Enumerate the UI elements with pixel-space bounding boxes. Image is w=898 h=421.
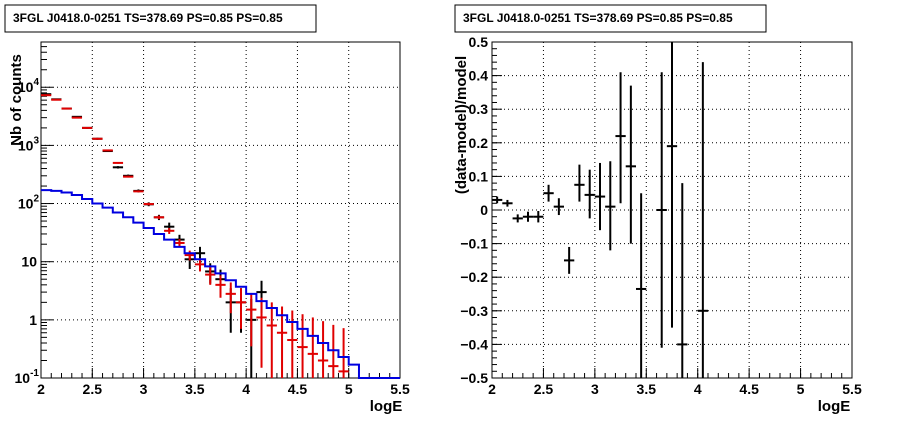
- y-tick-label: 0.3: [469, 101, 489, 117]
- x-tick-label: 2: [488, 381, 496, 397]
- data-point: [605, 161, 616, 251]
- model-point: [112, 161, 124, 164]
- data-point: [656, 72, 667, 348]
- y-tick-label: 0: [480, 202, 488, 218]
- residuals-panel: 2 2.5 3 3.5 4 4.5 5 5.5 −0.5 −0.4 −0.3 −0.2 −0.1 0 0.…: [453, 4, 862, 415]
- y-tick-label: 1: [29, 312, 37, 328]
- model-point: [133, 190, 144, 193]
- data-point: [492, 196, 503, 204]
- x-tick-label: 3: [140, 381, 148, 397]
- model-point: [317, 321, 329, 378]
- model-point: [338, 328, 349, 378]
- y-tick-label: 10-1: [15, 368, 40, 386]
- data-point: [677, 183, 688, 378]
- model-point: [297, 314, 308, 378]
- grid: [41, 42, 400, 378]
- model-point: [246, 292, 257, 347]
- data-point: [666, 42, 678, 328]
- data-point: [553, 198, 564, 216]
- y-tick-label: −0.1: [460, 236, 488, 252]
- x-tick-label: 3.5: [637, 381, 657, 397]
- data-point: [615, 72, 626, 204]
- x-axis-ticks: 2 2.5 3 3.5 4 4.5 5 5.5: [488, 368, 862, 397]
- chart-title: 3FGL J0418.0-0251 TS=378.69 PS=0.85 PS=0…: [463, 11, 733, 25]
- x-tick-label: 3: [591, 381, 599, 397]
- y-axis-ticks: −0.5 −0.4 −0.3 −0.2 −0.1 0 0.1 0.2 0.3 0.4 0.5: [460, 34, 502, 386]
- plot-series: [492, 42, 708, 378]
- x-axis-title: logE: [370, 398, 403, 415]
- plot-frame: [40, 41, 401, 379]
- model-point: [215, 275, 226, 298]
- data-point: [574, 164, 585, 202]
- x-tick-label: 5: [345, 381, 353, 397]
- plot-series: [41, 93, 400, 379]
- data-point: [502, 199, 513, 207]
- y-tick-label: 0.2: [469, 135, 489, 151]
- data-point: [564, 246, 575, 274]
- y-tick-label: 10: [21, 254, 37, 270]
- x-tick-label: 2.5: [83, 381, 103, 397]
- data-point: [636, 193, 647, 378]
- data-point: [584, 169, 595, 219]
- data-point: [594, 162, 606, 231]
- model-point: [205, 266, 216, 285]
- x-tick-label: 5.5: [842, 381, 862, 397]
- model-point: [102, 149, 113, 152]
- data-point: [543, 184, 554, 202]
- y-tick-label: −0.2: [460, 269, 488, 285]
- y-tick-label: 0.5: [469, 34, 489, 50]
- y-tick-label: 0.4: [469, 68, 489, 84]
- x-tick-label: 3.5: [185, 381, 205, 397]
- y-tick-label: 102: [18, 194, 40, 212]
- x-axis-title: logE: [818, 398, 851, 415]
- model-point: [307, 317, 318, 378]
- model-point: [174, 239, 185, 247]
- data-point: [697, 62, 708, 378]
- model-point: [225, 282, 236, 314]
- model-point: [143, 202, 154, 206]
- x-tick-label: 4: [694, 381, 702, 397]
- x-tick-label: 2.5: [534, 381, 554, 397]
- y-tick-label: −0.4: [460, 336, 488, 352]
- data-point: [625, 85, 636, 244]
- chart-title-box: 3FGL J0418.0-0251 TS=378.69 PS=0.85 PS=0…: [4, 4, 317, 33]
- x-tick-label: 4.5: [288, 381, 308, 397]
- x-tick-label: 5.5: [390, 381, 410, 397]
- data-point: [522, 211, 534, 222]
- y-axis-title: Nb of counts: [8, 54, 25, 146]
- x-tick-label: 5: [797, 381, 805, 397]
- x-tick-label: 4: [242, 381, 250, 397]
- y-axis-title: (data-model)/model: [453, 56, 470, 194]
- data-point: [512, 214, 523, 223]
- y-tick-label: 103: [18, 135, 40, 153]
- chart-title: 3FGL J0418.0-0251 TS=378.69 PS=0.85 PS=0…: [13, 11, 283, 25]
- y-axis-ticks: 10-1 1 10 102 103 104: [15, 46, 53, 386]
- model-point: [276, 306, 288, 378]
- model-step-line: [41, 189, 400, 379]
- y-tick-label: −0.5: [460, 370, 488, 386]
- y-tick-label: 104: [18, 77, 40, 95]
- y-tick-label: −0.3: [460, 303, 488, 319]
- model-point: [256, 297, 267, 368]
- x-tick-label: 4.5: [739, 381, 759, 397]
- model-point: [123, 175, 134, 178]
- x-tick-label: 2: [37, 381, 45, 397]
- chart-title-box: 3FGL J0418.0-0251 TS=378.69 PS=0.85 PS=0…: [454, 4, 767, 33]
- data-point: [533, 211, 544, 223]
- x-axis-ticks: 2 2.5 3 3.5 4 4.5 5 5.5: [37, 368, 410, 397]
- counts-panel: 2 2.5 3 3.5 4 4.5 5 5.5 10-1 1 10 102 103 104 3FGL J…: [4, 4, 410, 415]
- model-point: [153, 215, 165, 220]
- model-point: [266, 302, 277, 378]
- model-point: [328, 324, 339, 378]
- model-point: [164, 227, 175, 234]
- y-tick-label: 0.1: [469, 168, 489, 184]
- model-point: [194, 258, 206, 272]
- model-point: [235, 288, 247, 329]
- data-point: [112, 166, 124, 169]
